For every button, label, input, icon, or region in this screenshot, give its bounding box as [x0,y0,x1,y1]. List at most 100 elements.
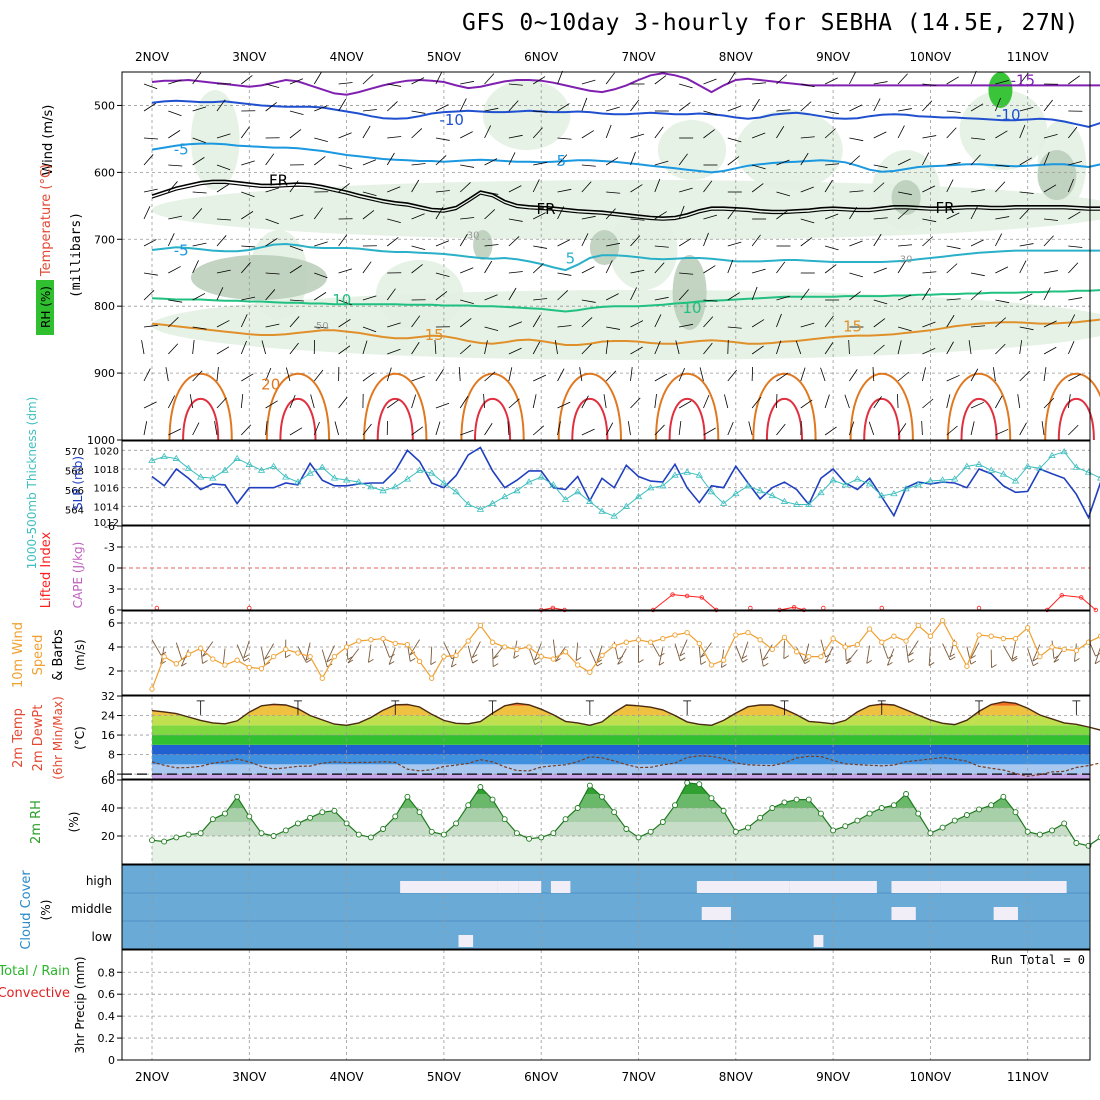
wind-barb-10m [735,645,743,663]
wind-barb [971,137,986,140]
wind-barb [873,344,885,355]
wind-barb [995,164,1010,167]
date-label-bottom: 11NOV [1007,1070,1049,1084]
wind-barb [848,339,850,355]
wind-barb-10m [763,662,769,667]
wind-barb [897,326,912,332]
wind-speed-point [952,640,958,647]
wind-barb [192,242,207,247]
wind-barb [168,110,182,117]
wind-barb [751,319,765,328]
wind-barb [314,326,329,329]
cloud-cover-panel [121,864,1091,950]
wind-speed-point [830,635,836,642]
wind-barb [897,340,902,355]
wind-barb [265,238,278,247]
wind-barb-10m [555,646,566,662]
wind-barb [605,260,613,274]
wind-barb [240,126,250,139]
wind-barb-10m [236,644,245,662]
wind-speed-point [429,675,435,681]
rh-2m-point [988,802,995,809]
wind-barb-10m [803,643,810,662]
wind-speed-point [392,640,398,647]
wind-speed-point [708,662,715,668]
li-tick-label: 6 [108,604,115,617]
wind-barb [289,299,304,302]
rh-2m-point [635,834,642,841]
wind-barb [557,103,570,112]
wind-barb [970,206,978,220]
wind-speed-point [404,641,411,648]
wind-barb [1068,75,1080,85]
wind-barb [240,394,244,409]
wind-barb [1019,243,1034,247]
wind-barb [216,397,227,409]
wind-barb [508,218,523,222]
wind-speed-point [1000,635,1007,642]
wind-barb [216,99,226,112]
wind-barb [897,158,911,166]
wind-barb [579,367,583,382]
cloud-block-low [813,935,824,947]
wind-barb-10m [659,652,665,657]
wind-barb [362,159,377,166]
wind-barb [460,80,475,85]
wind-barb [678,238,692,247]
wind-barb-10m [513,654,519,659]
wind-barb [946,245,961,250]
wind-barb-10m [658,647,664,666]
wind-speed-point [1073,647,1080,654]
wind-barb [362,109,377,112]
wind-speed-point [331,653,338,660]
wind-barb [581,215,596,220]
wind-barb [435,104,449,112]
wind-speed-point [660,635,666,642]
wind-barb [748,421,753,436]
wind-barb [261,340,267,355]
rh-2m-point [781,799,788,806]
wind-barb [265,421,268,436]
wind-barb [800,367,806,382]
thickness-point [415,466,424,473]
wind-barb [800,186,814,193]
axis-label-millibars: (millibars) [69,212,84,298]
wind-barb [143,421,148,436]
wind-barb [703,232,709,247]
wind-barb-10m [741,655,748,660]
wind-barb [873,217,888,220]
wind-barb [946,212,960,220]
date-label-bottom: 7NOV [621,1070,656,1084]
wind-barb-10m [674,643,681,661]
isotherm-line [460,372,525,441]
wind-speed-point [173,661,179,667]
wind-speed-point [1025,625,1031,631]
wind-barb [605,72,615,85]
wind-barb-10m [264,655,270,660]
wind-speed-point [234,657,240,663]
rh-2m-point [246,813,253,820]
wind-barb [1019,208,1030,220]
wind-barb [411,426,424,436]
wind-barb [849,155,861,166]
wind-barb [314,137,328,143]
wind-barb [411,77,425,85]
wind-barb [459,182,471,193]
wind-barb [214,421,218,436]
wind-barb [167,395,176,409]
rh-2m-point [222,810,228,817]
wind-barb [776,295,791,301]
wind-barb [557,188,572,193]
wind-barb [922,152,930,166]
wind-barb [703,316,714,328]
rh-2m-point [307,814,314,821]
lifted-index-point [684,593,690,599]
wind-barb-10m [820,639,827,658]
wind-barb [824,245,839,251]
thickness-point [707,488,716,495]
wind-barb [362,261,372,274]
wind-barb [314,241,328,247]
wind-barb [630,269,645,274]
wind-barb [216,235,227,247]
run-total-label: Run Total = 0 [991,953,1085,967]
